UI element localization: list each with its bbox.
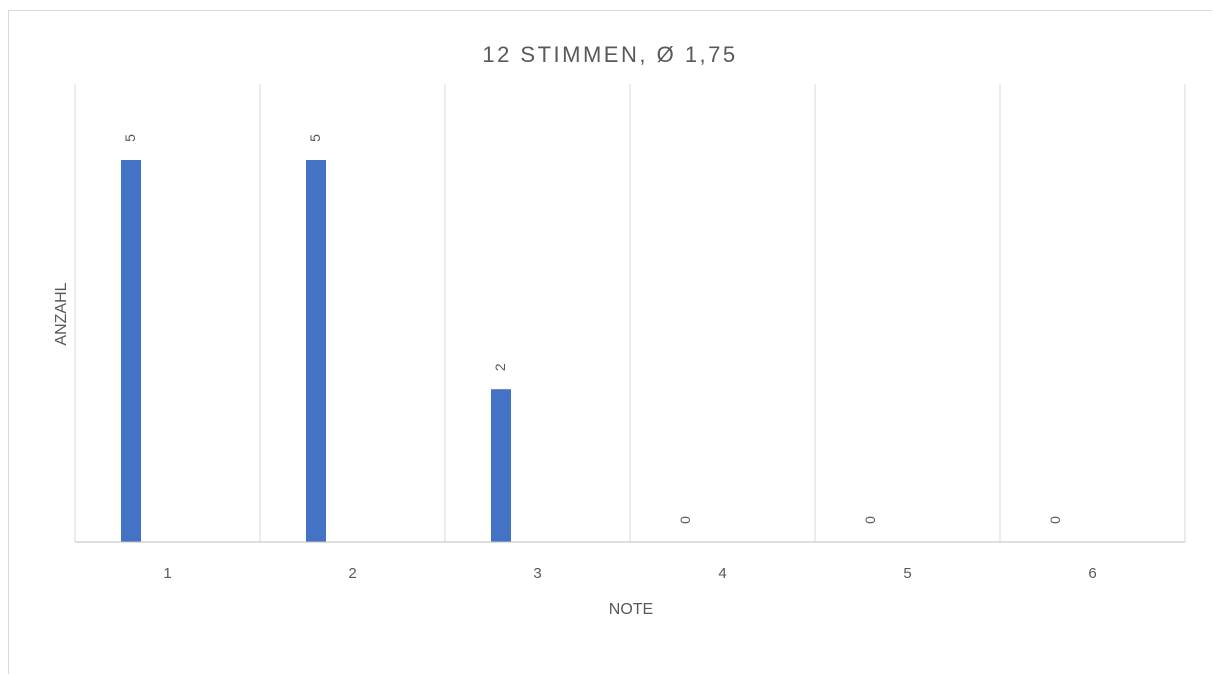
chart-title: 12 STIMMEN, Ø 1,75 (482, 42, 737, 67)
x-tick-label-4: 4 (718, 565, 726, 582)
x-tick-label-3: 3 (533, 565, 541, 582)
x-tick-label-6: 6 (1088, 565, 1096, 582)
x-tick-label-2: 2 (348, 565, 356, 582)
data-label-5: 0 (862, 516, 878, 524)
x-tick-labels: 1 2 3 4 5 6 (163, 565, 1096, 582)
data-label-1: 5 (122, 134, 138, 142)
gridlines (74, 84, 1186, 542)
data-label-2: 5 (307, 134, 323, 142)
chart-frame (8, 10, 1212, 674)
y-axis-label: ANZAHL (53, 282, 70, 345)
x-axis-label: NOTE (609, 601, 653, 618)
bar-1 (121, 160, 141, 542)
x-tick-label-1: 1 (163, 565, 171, 582)
bar-2 (306, 160, 326, 542)
bar-3 (491, 389, 511, 542)
data-label-3: 2 (492, 363, 508, 371)
data-label-4: 0 (677, 516, 693, 524)
data-labels: 5 5 2 0 0 0 (122, 134, 1063, 524)
x-tick-label-5: 5 (903, 565, 911, 582)
data-label-6: 0 (1047, 516, 1063, 524)
bars (121, 160, 511, 542)
